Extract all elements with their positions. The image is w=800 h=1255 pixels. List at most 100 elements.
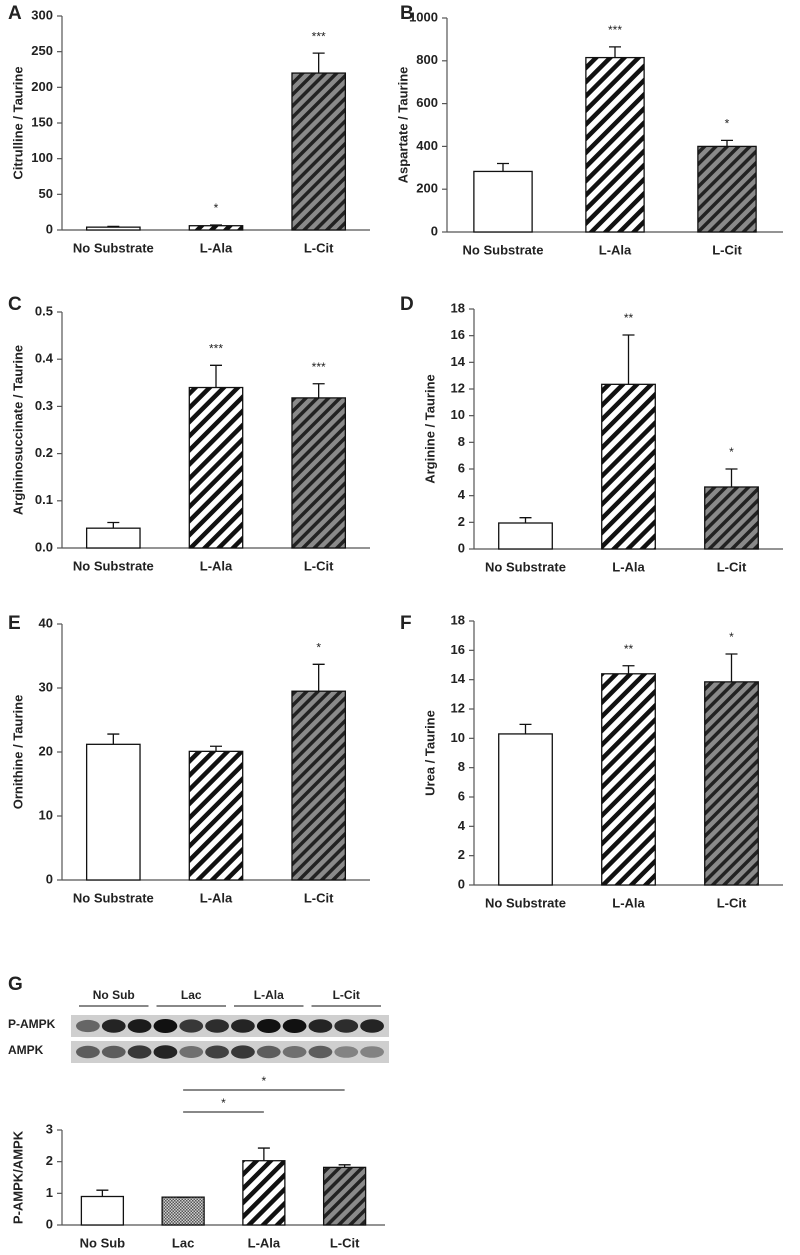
y-tick-label: 14 [451,671,466,686]
y-tick-label: 0.5 [35,303,53,318]
y-tick-label: 400 [416,138,438,153]
y-tick-label: 0 [46,221,53,236]
significance: *** [312,360,326,374]
panel-letter: G [8,974,23,995]
y-tick-label: 6 [458,460,465,475]
x-tick-label: No Substrate [463,242,544,257]
y-tick-label: 4 [458,818,466,833]
x-tick-label: Lac [172,1235,194,1250]
bar [291,397,347,549]
y-tick-label: 150 [31,114,53,129]
blot-band [179,1019,204,1033]
y-tick-label: 8 [458,434,465,449]
bar [85,226,141,231]
y-tick-label: 2 [458,514,465,529]
panel-letter: B [400,3,414,24]
significance: *** [312,29,326,43]
x-tick-label: No Sub [80,1235,126,1250]
x-tick-label: L-Cit [304,240,334,255]
y-tick-label: 0 [46,1216,53,1231]
error-bar [210,224,222,226]
y-tick-label: 50 [39,186,53,201]
blot-row-label: AMPK [8,1043,44,1057]
bar [498,522,553,550]
significance: * [214,201,219,215]
error-bar [519,517,532,523]
y-tick-label: 2 [46,1153,53,1168]
blot-group-label: L-Cit [333,988,360,1002]
error-bar [107,521,120,529]
x-tick-label: L-Ala [200,558,233,573]
x-tick-label: L-Cit [330,1235,360,1250]
x-tick-label: L-Cit [712,242,742,257]
y-tick-label: 2 [458,847,465,862]
y-tick-label: 300 [31,7,53,22]
y-tick-label: 1000 [409,9,438,24]
comparison-label: * [221,1096,226,1110]
bar [85,527,141,549]
y-tick-label: 16 [451,327,465,342]
bar [601,673,656,886]
x-tick-label: No Substrate [73,890,154,905]
bar [697,145,757,233]
y-tick-label: 4 [458,487,466,502]
panel-letter: E [8,613,21,634]
blot-band [127,1045,152,1059]
y-tick-label: 16 [451,642,465,657]
significance: ** [624,642,634,656]
y-axis-title: Aspartate / Taurine [395,67,410,184]
blot-group-label: Lac [181,988,202,1002]
y-tick-label: 0.3 [35,398,53,413]
blot-band [334,1046,359,1058]
panel-letter: C [8,294,22,315]
y-tick-label: 40 [39,615,53,630]
significance: * [316,640,321,654]
panel-letter: D [400,294,414,315]
y-tick-label: 14 [451,354,466,369]
blot-band [256,1019,281,1033]
error-bar [721,139,733,147]
error-bar [519,723,532,734]
blot-band [282,1046,307,1058]
bar [498,733,553,886]
blot-band [76,1019,100,1033]
error-bar [312,52,325,74]
bar [188,225,244,231]
x-tick-label: L-Ala [200,890,233,905]
blot-band [153,1045,178,1059]
error-bar [312,663,325,692]
y-axis-title: Urea / Taurine [422,710,437,796]
bar [601,383,656,550]
significance: * [729,445,734,459]
error-bar [609,46,621,58]
y-tick-label: 8 [458,759,465,774]
blot-band [308,1045,333,1059]
panel-letter: A [8,3,22,24]
bar [291,690,347,881]
significance: *** [209,342,223,356]
blot-band [308,1019,333,1033]
y-tick-label: 0 [46,871,53,886]
y-tick-label: 100 [31,150,53,165]
y-axis-title: P-AMPK/AMPK [10,1130,25,1224]
bar [704,681,759,886]
blot-band [360,1046,384,1058]
blot-band [127,1019,152,1033]
y-tick-label: 18 [451,300,465,315]
significance: * [729,630,734,644]
y-tick-label: 800 [416,52,438,67]
blot-band [76,1045,100,1059]
x-tick-label: L-Ala [200,240,233,255]
bar [242,1160,286,1226]
bar [585,56,645,233]
error-bar [725,468,738,487]
error-bar [622,334,635,385]
blot-band [205,1019,229,1033]
x-tick-label: No Substrate [485,559,566,574]
x-tick-label: L-Ala [612,559,645,574]
y-tick-label: 10 [451,407,465,422]
significance: *** [608,23,622,37]
bar [85,743,141,881]
y-tick-label: 12 [451,380,465,395]
